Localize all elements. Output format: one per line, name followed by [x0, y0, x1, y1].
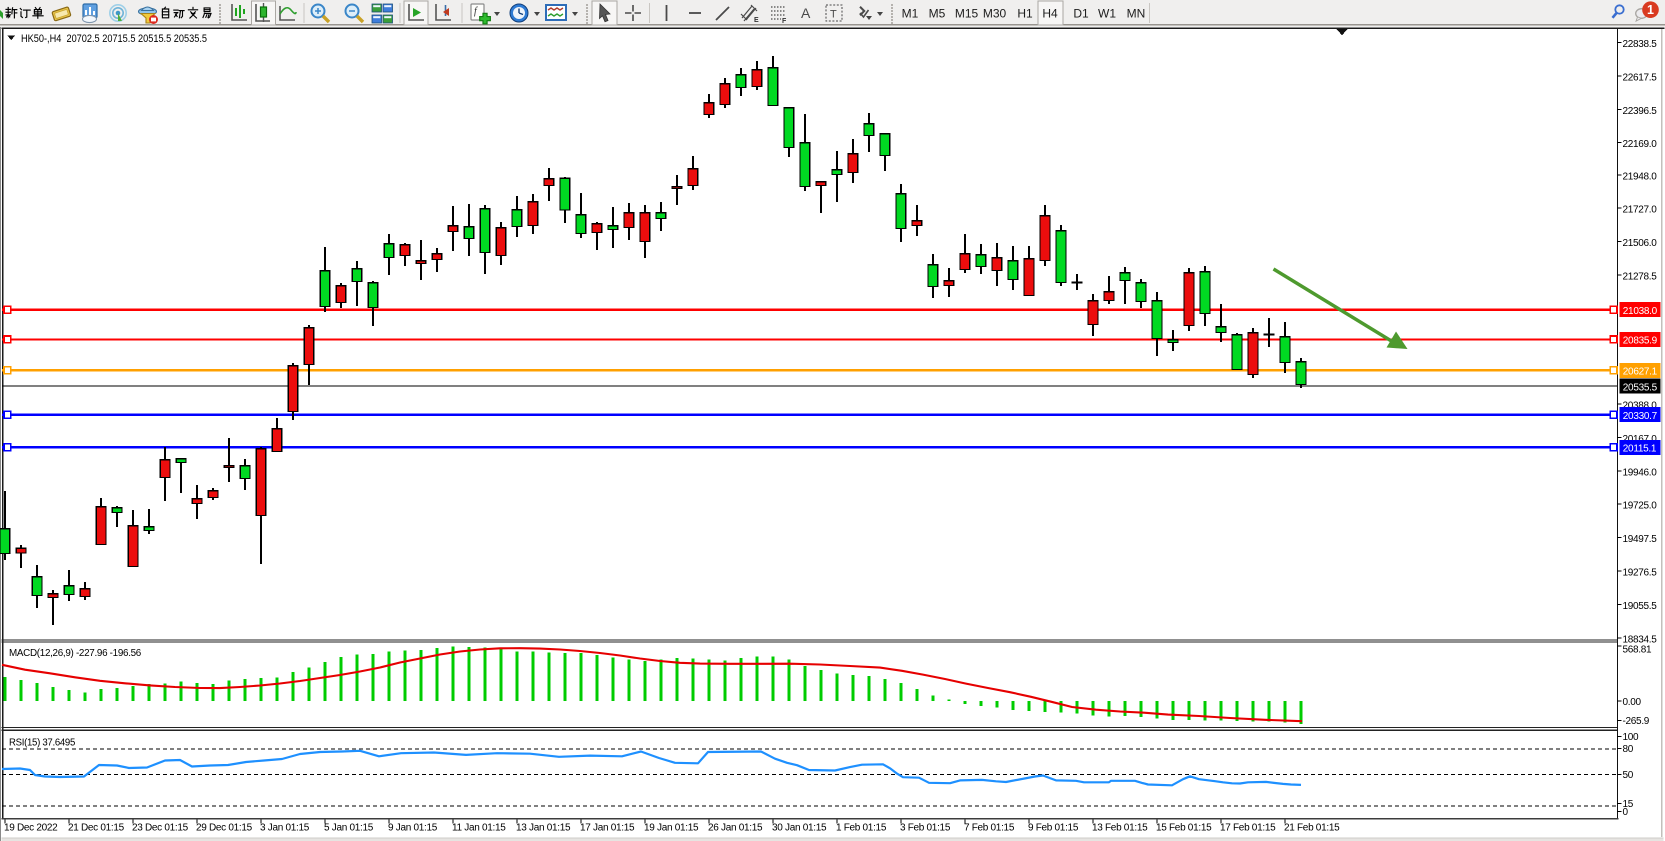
- svg-text:M1: M1: [902, 7, 919, 21]
- svg-text:80: 80: [1623, 744, 1634, 755]
- svg-text:M5: M5: [929, 7, 946, 21]
- svg-text:19725.0: 19725.0: [1623, 501, 1658, 512]
- svg-text:9 Feb 01:15: 9 Feb 01:15: [1028, 823, 1079, 834]
- svg-text:11 Jan 01:15: 11 Jan 01:15: [452, 823, 506, 834]
- svg-text:M30: M30: [983, 7, 1007, 21]
- svg-text:A: A: [801, 5, 811, 21]
- svg-text:RSI(15) 37.6495: RSI(15) 37.6495: [9, 738, 76, 749]
- svg-text:9 Jan 01:15: 9 Jan 01:15: [388, 823, 438, 834]
- svg-text:F: F: [782, 18, 787, 25]
- svg-text:H1: H1: [1017, 7, 1033, 21]
- svg-text:20388.0: 20388.0: [1623, 401, 1658, 412]
- svg-text:50: 50: [1623, 770, 1634, 781]
- svg-text:21 Dec 01:15: 21 Dec 01:15: [68, 823, 125, 834]
- svg-text:MACD(12,26,9) -227.96 -196.56: MACD(12,26,9) -227.96 -196.56: [9, 648, 142, 659]
- svg-text:22617.5: 22617.5: [1623, 73, 1658, 84]
- svg-text:19 Jan 01:15: 19 Jan 01:15: [644, 823, 699, 834]
- svg-text:MN: MN: [1127, 7, 1146, 21]
- svg-text:21278.5: 21278.5: [1623, 271, 1658, 282]
- svg-text:19276.5: 19276.5: [1623, 568, 1658, 579]
- svg-text:568.81: 568.81: [1623, 645, 1653, 656]
- svg-text:21948.0: 21948.0: [1623, 172, 1658, 183]
- svg-text:26 Jan 01:15: 26 Jan 01:15: [708, 823, 763, 834]
- svg-text:17 Jan 01:15: 17 Jan 01:15: [580, 823, 635, 834]
- svg-text:30 Jan 01:15: 30 Jan 01:15: [772, 823, 827, 834]
- svg-text:13 Feb 01:15: 13 Feb 01:15: [1092, 823, 1148, 834]
- svg-text:20115.1: 20115.1: [1623, 444, 1657, 455]
- svg-text:18834.5: 18834.5: [1623, 634, 1658, 645]
- svg-text:f: f: [474, 6, 478, 17]
- svg-text:17 Feb 01:15: 17 Feb 01:15: [1220, 823, 1276, 834]
- svg-text:20627.1: 20627.1: [1623, 367, 1658, 378]
- svg-text:HK50-,H4 20702.5 20715.5 2051: HK50-,H4 20702.5 20715.5 20515.5 20535.5: [21, 33, 207, 45]
- svg-text:H4: H4: [1042, 7, 1058, 21]
- svg-text:21727.0: 21727.0: [1623, 205, 1658, 216]
- svg-text:19946.0: 19946.0: [1623, 467, 1658, 478]
- svg-text:19055.5: 19055.5: [1623, 601, 1658, 612]
- svg-text:29 Dec 01:15: 29 Dec 01:15: [196, 823, 253, 834]
- svg-text:20835.9: 20835.9: [1623, 336, 1658, 347]
- svg-text:22838.5: 22838.5: [1623, 39, 1658, 50]
- svg-text:21038.0: 21038.0: [1623, 306, 1658, 317]
- svg-text:3 Feb 01:15: 3 Feb 01:15: [900, 823, 951, 834]
- svg-text:23 Dec 01:15: 23 Dec 01:15: [132, 823, 189, 834]
- svg-text:M15: M15: [955, 7, 979, 21]
- svg-text:-265.9: -265.9: [1623, 716, 1650, 727]
- svg-text:15 Feb 01:15: 15 Feb 01:15: [1156, 823, 1212, 834]
- svg-text:E: E: [754, 17, 759, 24]
- svg-text:19 Dec 2022: 19 Dec 2022: [4, 823, 58, 834]
- svg-text:5 Jan 01:15: 5 Jan 01:15: [324, 823, 374, 834]
- svg-text:1: 1: [1647, 3, 1654, 17]
- svg-text:19497.5: 19497.5: [1623, 534, 1658, 545]
- svg-text:15: 15: [1623, 799, 1634, 810]
- svg-text:22169.0: 22169.0: [1623, 139, 1658, 150]
- svg-text:3 Jan 01:15: 3 Jan 01:15: [260, 823, 310, 834]
- svg-text:20330.7: 20330.7: [1623, 411, 1658, 422]
- svg-text:13 Jan 01:15: 13 Jan 01:15: [516, 823, 571, 834]
- svg-text:D1: D1: [1073, 7, 1089, 21]
- svg-text:22396.5: 22396.5: [1623, 106, 1658, 117]
- svg-text:T: T: [830, 9, 837, 21]
- svg-text:1 Feb 01:15: 1 Feb 01:15: [836, 823, 887, 834]
- svg-text:100: 100: [1623, 732, 1640, 743]
- svg-text:20535.5: 20535.5: [1623, 383, 1658, 394]
- svg-text:W1: W1: [1098, 7, 1116, 21]
- svg-text:21 Feb 01:15: 21 Feb 01:15: [1284, 823, 1340, 834]
- svg-text:20167.0: 20167.0: [1623, 434, 1658, 445]
- svg-text:21506.0: 21506.0: [1623, 238, 1658, 249]
- svg-text:0: 0: [1623, 807, 1629, 818]
- svg-text:7 Feb 01:15: 7 Feb 01:15: [964, 823, 1015, 834]
- svg-text:0.00: 0.00: [1623, 697, 1642, 708]
